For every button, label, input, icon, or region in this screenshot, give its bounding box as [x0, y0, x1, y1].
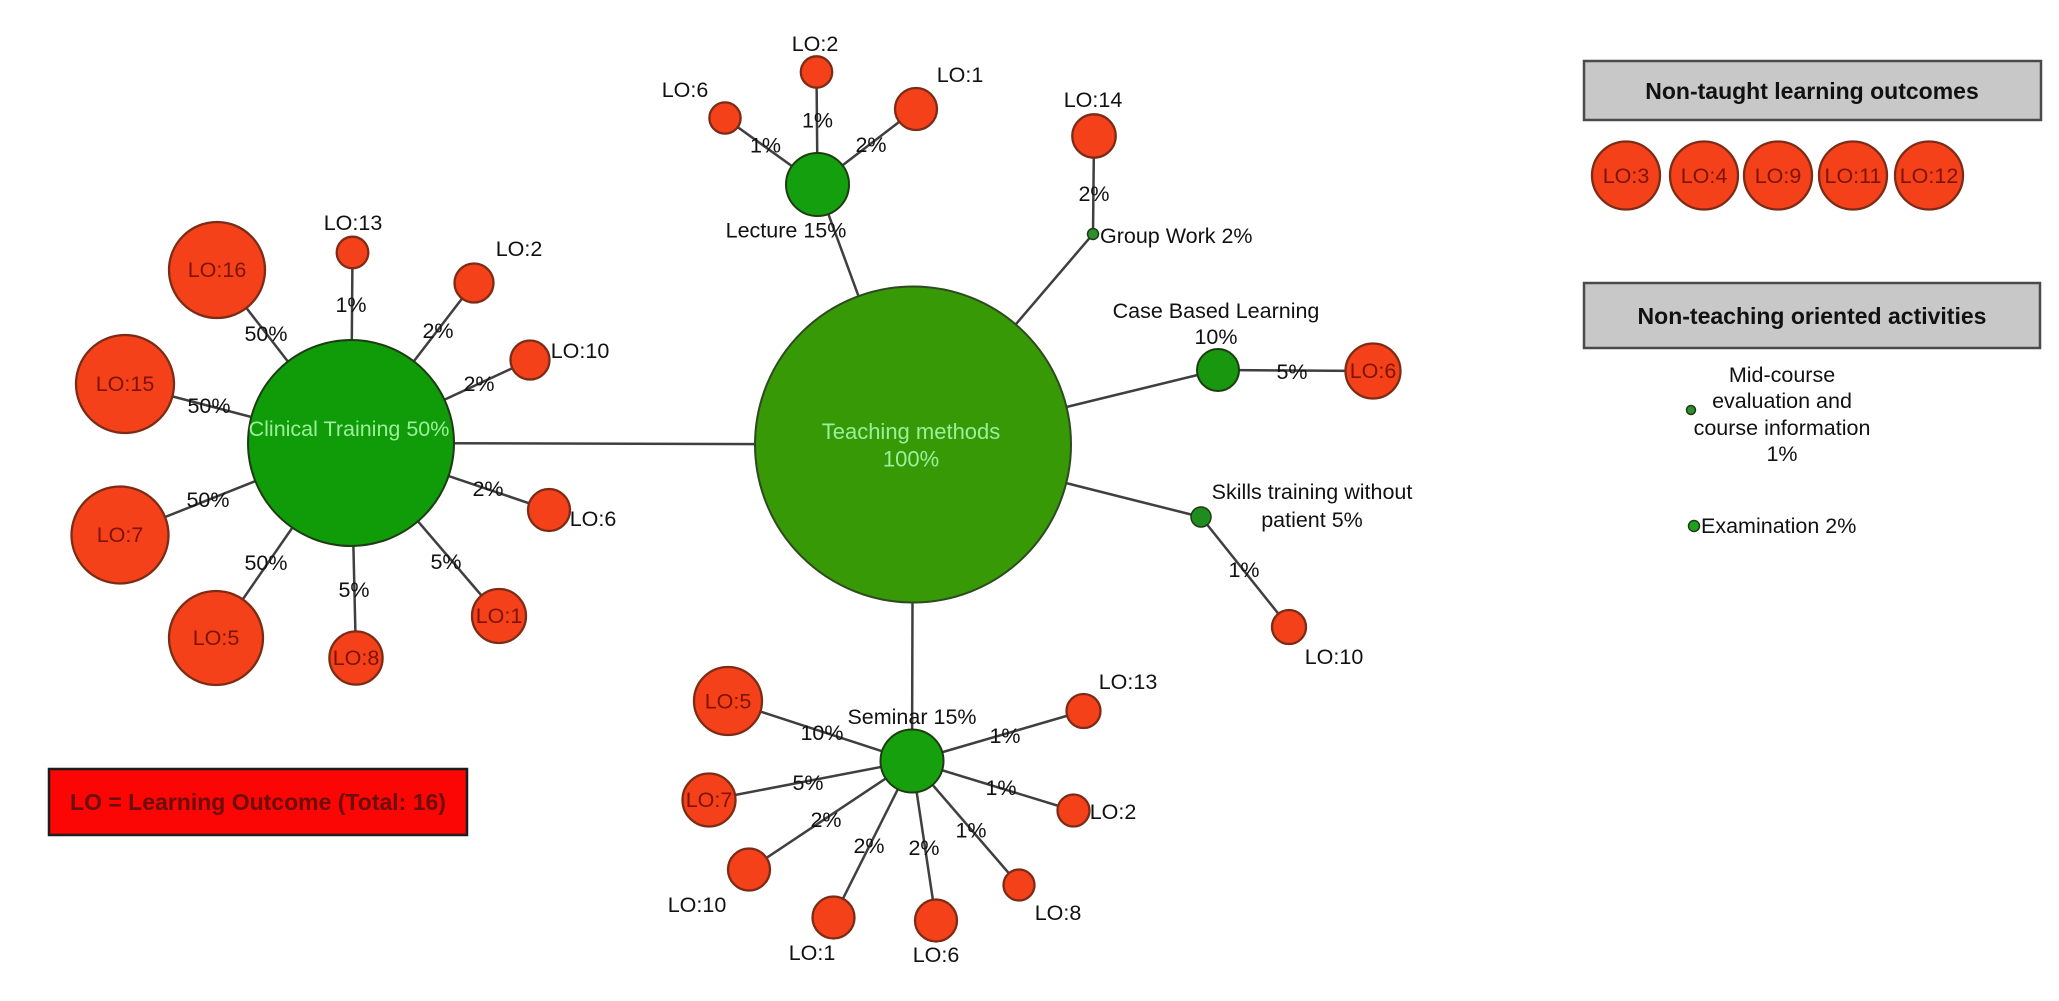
- svg-text:2%: 2%: [1078, 182, 1109, 206]
- svg-text:2%: 2%: [853, 834, 884, 858]
- svg-text:LO:1: LO:1: [937, 63, 984, 87]
- svg-text:2%: 2%: [908, 836, 939, 860]
- svg-text:5%: 5%: [1276, 360, 1307, 384]
- svg-text:10%: 10%: [1194, 325, 1237, 349]
- svg-text:2%: 2%: [463, 372, 494, 396]
- svg-text:LO:4: LO:4: [1681, 164, 1728, 188]
- svg-text:LO:2: LO:2: [496, 237, 543, 261]
- svg-text:2%: 2%: [855, 133, 886, 157]
- svg-text:Mid-course: Mid-course: [1729, 363, 1835, 387]
- svg-text:Group Work 2%: Group Work 2%: [1100, 224, 1253, 248]
- svg-text:Clinical Training 50%: Clinical Training 50%: [249, 417, 450, 441]
- svg-text:Seminar 15%: Seminar 15%: [847, 705, 976, 729]
- svg-text:1%: 1%: [989, 724, 1020, 748]
- svg-text:50%: 50%: [244, 551, 287, 575]
- svg-text:100%: 100%: [883, 447, 939, 472]
- svg-text:1%: 1%: [750, 134, 781, 158]
- svg-text:Examination 2%: Examination 2%: [1701, 514, 1856, 538]
- svg-text:LO:14: LO:14: [1064, 88, 1123, 112]
- svg-text:LO:3: LO:3: [1603, 164, 1650, 188]
- svg-text:LO:5: LO:5: [193, 626, 240, 650]
- svg-text:5%: 5%: [430, 550, 461, 574]
- svg-text:LO:8: LO:8: [333, 646, 380, 670]
- svg-text:LO:11: LO:11: [1825, 164, 1882, 188]
- svg-text:1%: 1%: [335, 293, 366, 317]
- svg-text:5%: 5%: [338, 578, 369, 602]
- svg-text:evaluation and: evaluation and: [1712, 389, 1852, 413]
- svg-text:LO:13: LO:13: [1099, 670, 1158, 694]
- svg-text:LO:6: LO:6: [662, 78, 709, 102]
- svg-text:LO:8: LO:8: [1035, 901, 1082, 925]
- svg-text:LO:10: LO:10: [1305, 645, 1364, 669]
- svg-text:5%: 5%: [792, 771, 823, 795]
- svg-text:LO:7: LO:7: [686, 788, 733, 812]
- svg-text:10%: 10%: [800, 721, 843, 745]
- svg-text:LO = Learning Outcome (Total:: LO = Learning Outcome (Total: 16): [70, 789, 446, 815]
- svg-text:LO:6: LO:6: [913, 943, 960, 967]
- svg-text:LO:6: LO:6: [570, 507, 617, 531]
- svg-text:Lecture 15%: Lecture 15%: [726, 219, 847, 243]
- svg-text:1%: 1%: [802, 109, 833, 133]
- svg-text:LO:1: LO:1: [789, 941, 836, 965]
- svg-text:LO:7: LO:7: [97, 523, 144, 547]
- svg-text:Skills training without: Skills training without: [1212, 480, 1413, 504]
- svg-text:course information: course information: [1694, 416, 1871, 440]
- svg-text:LO:2: LO:2: [792, 32, 839, 56]
- svg-text:LO:15: LO:15: [96, 372, 155, 396]
- svg-text:1%: 1%: [985, 776, 1016, 800]
- svg-text:LO:10: LO:10: [668, 893, 727, 917]
- svg-text:1%: 1%: [1228, 558, 1259, 582]
- svg-text:50%: 50%: [244, 322, 287, 346]
- svg-text:LO:5: LO:5: [705, 690, 752, 714]
- svg-text:1%: 1%: [1766, 442, 1797, 466]
- svg-text:patient 5%: patient 5%: [1261, 508, 1363, 532]
- svg-text:LO:1: LO:1: [476, 604, 523, 628]
- svg-text:50%: 50%: [186, 488, 229, 512]
- svg-text:1%: 1%: [955, 819, 986, 843]
- svg-text:LO:16: LO:16: [188, 258, 247, 282]
- svg-text:2%: 2%: [810, 808, 841, 832]
- svg-text:LO:9: LO:9: [1755, 164, 1802, 188]
- svg-text:50%: 50%: [187, 394, 230, 418]
- svg-text:Teaching methods: Teaching methods: [822, 419, 1001, 444]
- svg-text:2%: 2%: [472, 477, 503, 501]
- svg-text:2%: 2%: [422, 319, 453, 343]
- svg-text:Case Based Learning: Case Based Learning: [1113, 299, 1320, 323]
- svg-text:LO:12: LO:12: [1900, 164, 1959, 188]
- svg-text:LO:2: LO:2: [1090, 800, 1137, 824]
- svg-text:LO:13: LO:13: [324, 211, 383, 235]
- svg-text:LO:10: LO:10: [551, 339, 610, 363]
- svg-text:Non-taught learning outcomes: Non-taught learning outcomes: [1645, 78, 1979, 104]
- svg-text:LO:6: LO:6: [1350, 359, 1397, 383]
- svg-text:Non-teaching oriented activiti: Non-teaching oriented activities: [1638, 303, 1987, 329]
